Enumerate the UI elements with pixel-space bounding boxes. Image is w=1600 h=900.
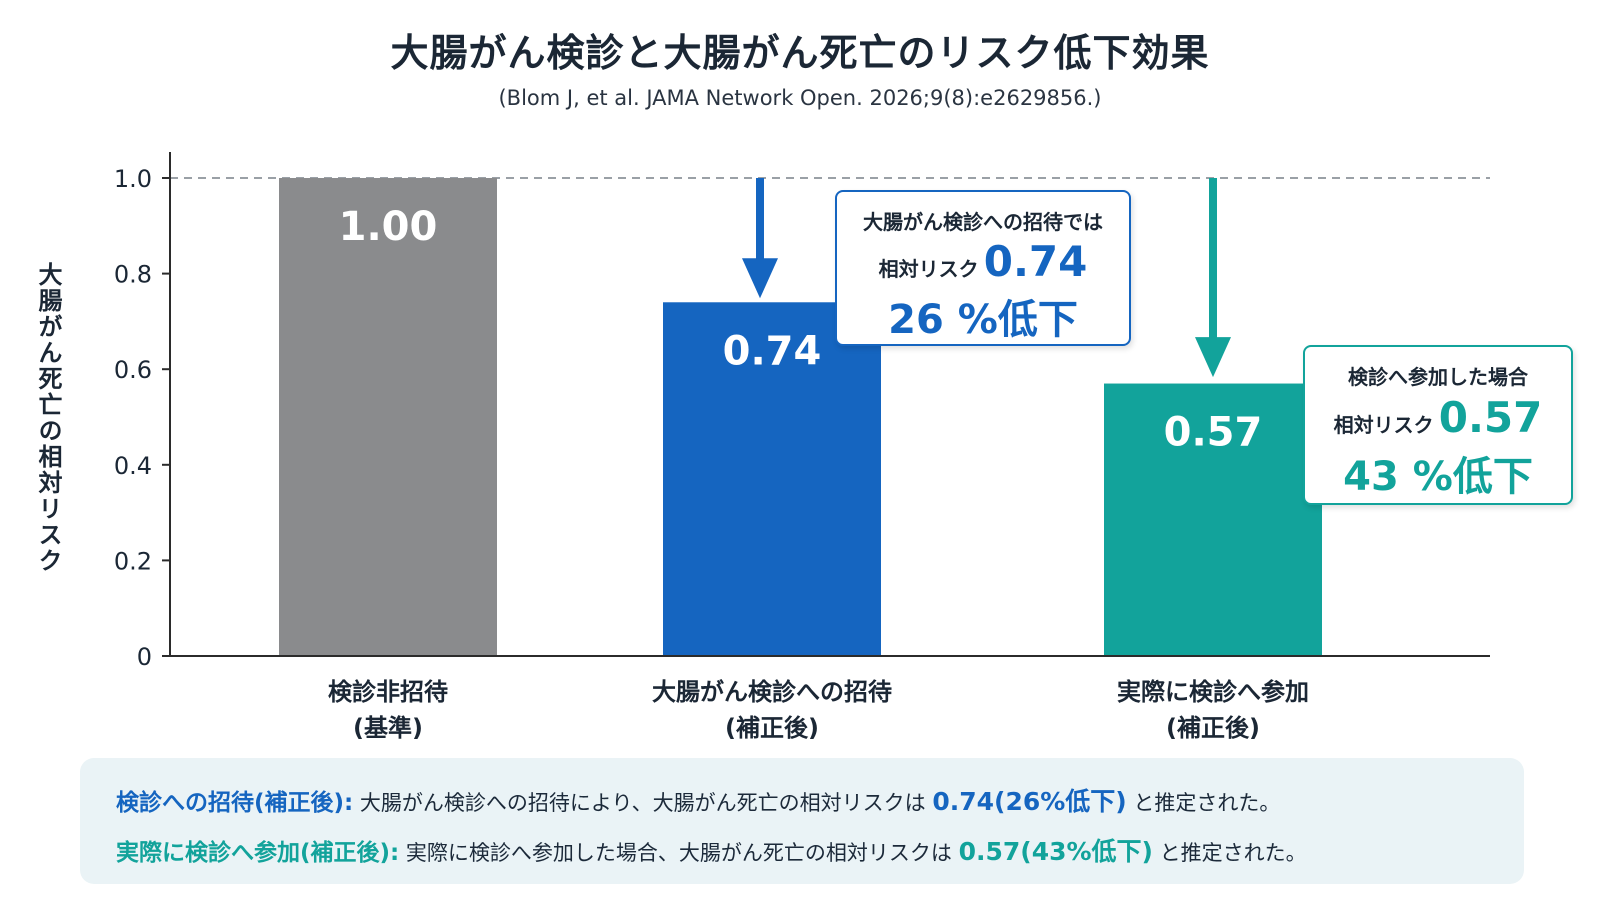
callout-invite-reduction: 26 %低下 xyxy=(888,297,1078,343)
bar-value-label: 1.00 xyxy=(339,204,438,250)
callout-participation-prefix: 相対リスク xyxy=(1333,413,1434,437)
x-tick-label-sub: (補正後) xyxy=(1166,714,1260,740)
arrow-participation-head xyxy=(1195,337,1231,378)
callout-invite: 大腸がん検診への招待では 相対リスク 0.74 26 %低下 xyxy=(835,190,1131,346)
callout-participation-value: 0.57 xyxy=(1438,393,1543,442)
bar-chart: 00.20.40.60.81.01.00検診非招待(基準)0.74大腸がん検診へ… xyxy=(114,152,1490,740)
x-tick-label: 実際に検診へ参加 xyxy=(1117,678,1309,706)
callout-invite-value: 0.74 xyxy=(983,237,1088,286)
callout-invite-line1: 大腸がん検診への招待では xyxy=(863,210,1103,234)
bar xyxy=(663,302,881,656)
callout-invite-prefix: 相対リスク xyxy=(878,257,979,281)
summary-participation-tail: と推定された。 xyxy=(1159,841,1307,865)
x-tick-label-sub: (補正後) xyxy=(725,714,819,740)
bar xyxy=(1104,383,1322,656)
summary-participation-key: 実際に検診へ参加(補正後): xyxy=(116,840,400,866)
summary-box: 検診への招待(補正後): 大腸がん検診への招待により、大腸がん死亡の相対リスクは… xyxy=(80,758,1524,884)
y-tick-label: 0.2 xyxy=(114,547,152,575)
y-tick-label: 0.4 xyxy=(114,452,152,480)
y-tick-label: 0.6 xyxy=(114,356,152,384)
summary-participation-text: 実際に検診へ参加した場合、大腸がん死亡の相対リスクは xyxy=(405,841,952,865)
y-tick-label: 1.0 xyxy=(114,165,152,193)
summary-participation-value: 0.57(43%低下) xyxy=(958,837,1153,866)
summary-invite-key: 検診への招待(補正後): xyxy=(116,790,354,816)
x-tick-label-sub: (基準) xyxy=(353,714,423,740)
chart-subtitle: (Blom J, et al. JAMA Network Open. 2026;… xyxy=(498,86,1102,110)
bar xyxy=(279,178,497,656)
arrow-invite-head xyxy=(742,258,778,299)
summary-invite-text: 大腸がん検診への招待により、大腸がん死亡の相対リスクは xyxy=(359,791,926,815)
y-axis-label: 大腸がん死亡の相対リスク xyxy=(34,262,62,574)
callout-participation: 検診へ参加した場合 相対リスク 0.57 43 %低下 xyxy=(1303,345,1573,505)
y-tick-label: 0.8 xyxy=(114,261,152,289)
summary-row-invite: 検診への招待(補正後): 大腸がん検診への招待により、大腸がん死亡の相対リスクは… xyxy=(116,780,1488,824)
callout-participation-reduction: 43 %低下 xyxy=(1343,454,1533,500)
summary-row-participation: 実際に検診へ参加(補正後): 実際に検診へ参加した場合、大腸がん死亡の相対リスク… xyxy=(116,830,1488,874)
summary-invite-value: 0.74(26%低下) xyxy=(932,787,1127,816)
bar-value-label: 0.57 xyxy=(1164,410,1263,456)
x-tick-label: 検診非招待 xyxy=(328,678,448,706)
bar-value-label: 0.74 xyxy=(723,328,822,374)
x-tick-label: 大腸がん検診への招待 xyxy=(652,678,892,706)
y-tick-label: 0 xyxy=(137,643,152,671)
chart-title: 大腸がん検診と大腸がん死亡のリスク低下効果 xyxy=(390,31,1210,75)
callout-participation-line1: 検診へ参加した場合 xyxy=(1348,365,1528,389)
summary-invite-tail: と推定された。 xyxy=(1133,791,1281,815)
